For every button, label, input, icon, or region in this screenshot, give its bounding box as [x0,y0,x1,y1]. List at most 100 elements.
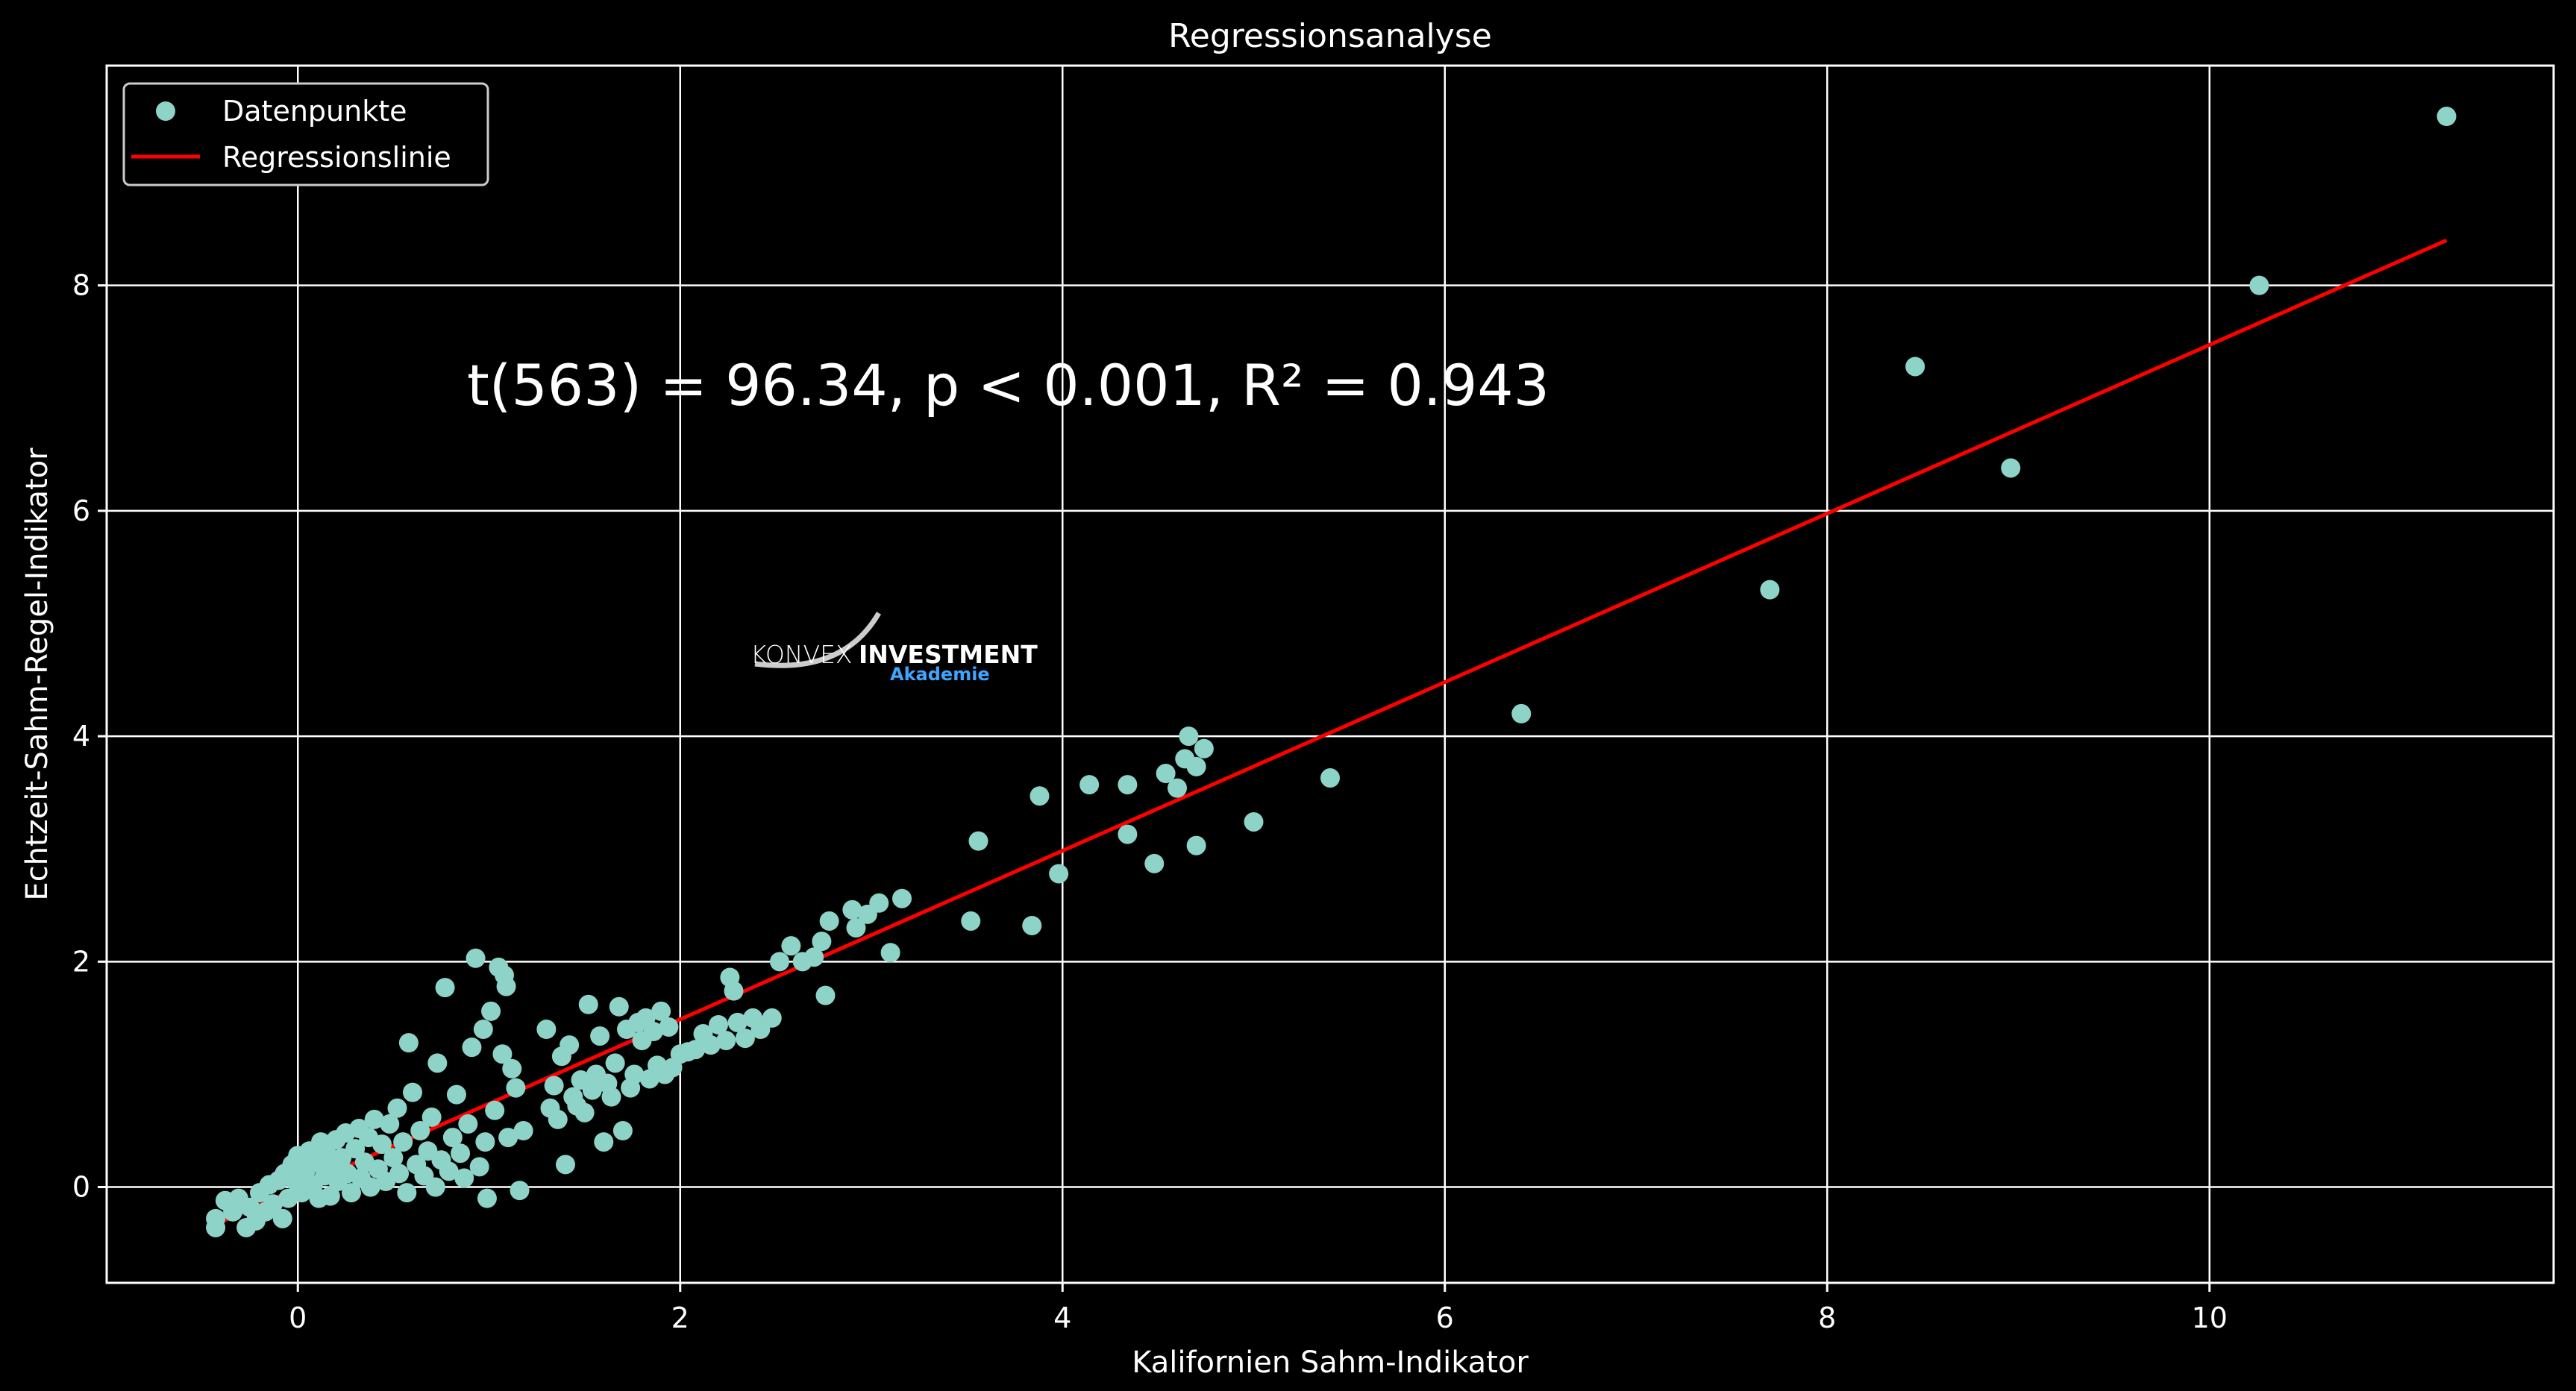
data-point [686,1040,706,1060]
data-point [605,1053,625,1073]
x-tick-label: 6 [1436,1301,1454,1334]
data-point [2436,107,2457,126]
data-point [442,1128,463,1148]
data-point [398,1033,419,1053]
legend-label-datenpunkte: Datenpunkte [222,95,407,128]
data-point [1118,775,1138,795]
data-point [1194,738,1214,759]
legend-marker-datenpunkte [156,101,175,121]
stats-annotation: t(563) = 96.34, p < 0.001, R² = 0.943 [467,352,1549,418]
x-tick-label: 0 [289,1301,307,1334]
data-point [961,911,981,931]
data-point [393,1132,413,1152]
data-point [1049,864,1069,884]
legend: Datenpunkte Regressionslinie [122,82,489,186]
data-point [485,1100,505,1120]
plot-frame [105,64,2555,1284]
data-point [513,1121,533,1140]
data-point [651,1001,671,1021]
data-point [469,1157,489,1177]
data-point [1022,915,1042,935]
data-point [2249,275,2269,295]
data-point [582,1080,602,1100]
data-point [1079,775,1100,795]
data-point [427,1053,448,1073]
data-point [842,899,862,920]
data-point [422,1107,442,1127]
data-point [383,1148,404,1168]
logo-text-konvex: KONVEX [750,640,853,669]
data-point [1179,726,1199,747]
data-point [892,888,912,908]
y-tick-labels: 0 2 4 6 8 [72,269,107,1204]
data-point [659,1017,679,1037]
data-point [502,1058,522,1078]
data-point [716,1031,736,1051]
data-point [1156,763,1176,783]
data-point [272,1208,292,1228]
data-point [320,1186,340,1206]
x-axis-label: Kalifornien Sahm-Indikator [1132,1346,1529,1380]
data-point [466,948,486,968]
data-point [1186,835,1206,855]
data-point [1320,768,1340,788]
data-point [345,1139,366,1159]
data-point [770,952,789,972]
grid-lines [107,66,2554,1283]
data-point [389,1164,410,1184]
data-point [403,1082,422,1102]
data-point [387,1098,407,1118]
scatter-points [206,107,2457,1237]
data-point [473,1020,493,1039]
data-point [1186,756,1206,776]
data-point [724,981,744,1001]
data-point [1144,853,1165,873]
data-point [1905,357,1925,377]
x-tick-label: 4 [1053,1301,1071,1334]
data-point [451,1143,471,1164]
data-point [709,1014,728,1034]
y-axis-label: Echtzeit-Sahm-Regel-Indikator [20,448,54,901]
data-point [1030,786,1050,806]
data-point [701,1035,721,1055]
y-tick-label: 8 [72,269,90,302]
data-point [454,1168,474,1188]
x-tick-label: 10 [2192,1301,2228,1334]
y-tick-label: 2 [72,945,90,978]
x-tick-label: 2 [671,1301,689,1334]
data-point [846,918,866,938]
data-point [364,1109,384,1129]
logo-arc [754,612,882,668]
data-point [880,943,900,963]
data-point [425,1177,445,1197]
data-point [727,1012,748,1032]
data-point [206,1217,226,1237]
data-point [439,1161,459,1181]
data-point [397,1183,417,1203]
data-point [624,1064,645,1084]
data-point [574,1102,595,1122]
data-point [609,996,629,1017]
data-point [372,1134,392,1155]
data-point [506,1078,526,1098]
logo-text-akademie: Akademie [890,664,990,685]
data-point [594,1132,614,1152]
data-point [1244,811,1264,832]
data-point [1118,824,1138,844]
legend-box [122,82,489,186]
data-point [496,976,516,996]
data-point [360,1177,380,1197]
watermark-logo: KONVEX INVESTMENT Akademie [750,612,1038,685]
data-point [643,1022,663,1042]
data-point [601,1087,621,1107]
data-point [612,1121,633,1140]
data-point [492,1044,513,1064]
data-point [477,1188,497,1208]
regression-line [215,238,2448,1226]
data-point [2001,458,2021,478]
data-point [536,1020,557,1039]
data-point [815,985,836,1005]
data-point [548,1109,568,1129]
data-point [435,978,455,998]
